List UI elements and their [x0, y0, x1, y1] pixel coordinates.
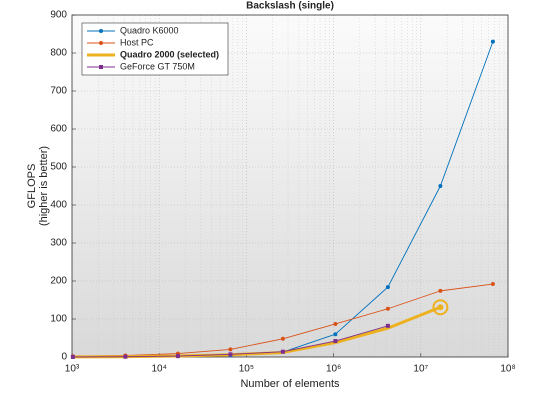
legend-label: Host PC	[120, 37, 154, 47]
y-tick-label: 800	[50, 48, 67, 59]
y-tick-label: 300	[50, 238, 67, 249]
point	[280, 336, 285, 341]
selected-point	[432, 299, 449, 316]
point	[228, 347, 233, 352]
point	[385, 306, 390, 311]
legend-marker	[99, 41, 103, 45]
y-tick-label: 500	[50, 162, 67, 173]
point	[438, 288, 443, 293]
y-tick-label: 400	[50, 200, 67, 211]
x-axis-label: Number of elements	[240, 378, 340, 390]
legend-box	[81, 22, 229, 76]
x-tick-label: 10⁵	[239, 364, 254, 375]
legend-label: Quadro K6000	[120, 25, 179, 35]
x-tick-label: 10⁷	[413, 364, 428, 375]
point	[333, 339, 338, 344]
chart-title: Backslash (single)	[246, 1, 334, 12]
y-tick-label: 900	[50, 10, 67, 21]
point	[228, 352, 233, 357]
x-tick-label: 10⁶	[326, 364, 341, 375]
legend-marker	[99, 29, 103, 33]
x-tick-label: 10³	[65, 364, 80, 375]
point	[385, 285, 390, 290]
y-tick-label: 100	[50, 314, 67, 325]
point	[385, 323, 390, 328]
point	[70, 354, 75, 359]
legend-label: Quadro 2000 (selected)	[120, 49, 219, 59]
point	[123, 354, 128, 359]
x-tick-label: 10⁸	[500, 364, 515, 375]
y-axis-label: (higher is better)	[38, 146, 50, 226]
axes-box	[71, 14, 509, 358]
y-axis-label: GFLOPS	[26, 164, 38, 209]
y-tick-label: 0	[61, 352, 67, 363]
point	[490, 39, 495, 44]
point	[175, 354, 180, 359]
point	[333, 332, 338, 337]
legend-marker	[99, 65, 103, 69]
y-tick-label: 700	[50, 86, 67, 97]
point	[490, 282, 495, 287]
y-tick-label: 200	[50, 276, 67, 287]
y-tick-label: 600	[50, 124, 67, 135]
point	[333, 321, 338, 326]
x-tick-label: 10⁴	[151, 364, 166, 375]
point	[280, 349, 285, 354]
selected-point	[437, 304, 444, 311]
legend-label: GeForce GT 750M	[120, 61, 195, 71]
point	[438, 184, 443, 188]
